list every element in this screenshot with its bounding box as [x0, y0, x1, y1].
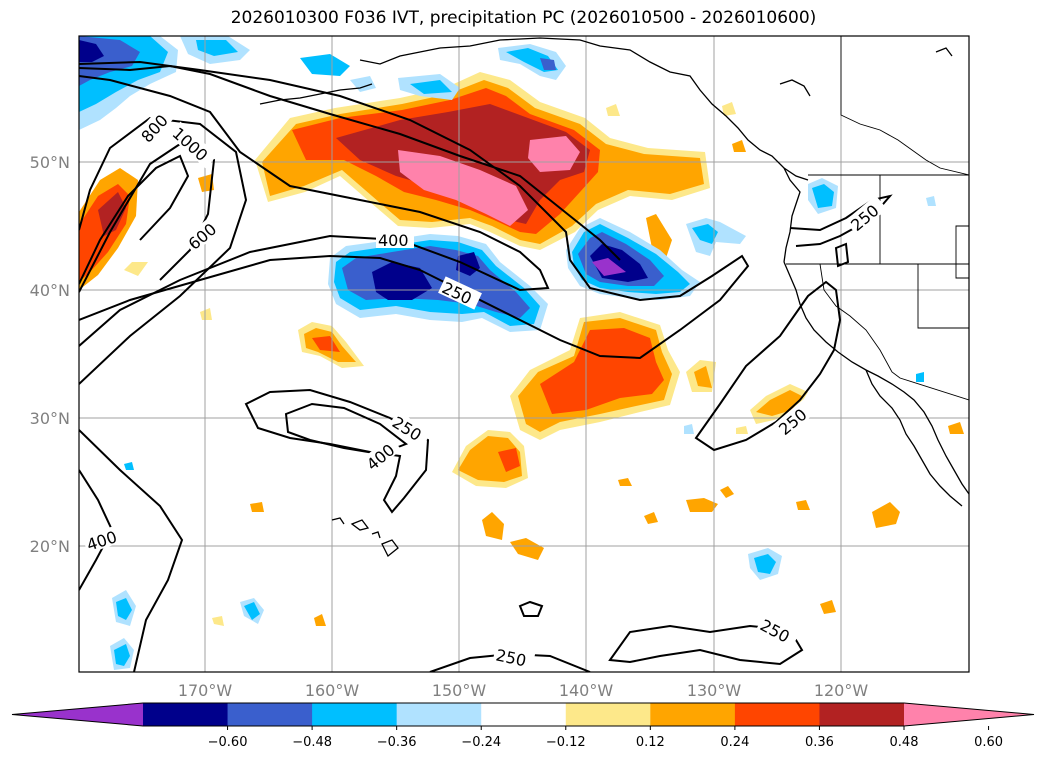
bc-coast: [783, 167, 801, 263]
contour-1000: [79, 154, 190, 285]
us-west-coast: [783, 261, 969, 495]
longitude-labels: 170°W 160°W 150°W 140°W 130°W 120°W: [178, 681, 869, 700]
borders: [786, 36, 969, 401]
colorbar-tick-label: 0.48: [890, 735, 919, 750]
colorbar-segment: [734, 703, 820, 726]
ivt-contours: [79, 60, 893, 672]
lon-label-140w: 140°W: [559, 681, 614, 700]
colorbar-segment: [143, 703, 229, 726]
colorbar-segment: [650, 703, 736, 726]
lat-label-40: 40°N: [30, 281, 70, 300]
lon-label-120w: 120°W: [814, 681, 869, 700]
lon-label-150w: 150°W: [432, 681, 487, 700]
colorbar-segment: [481, 703, 567, 726]
colorbar-tick-label: 0.36: [805, 735, 834, 750]
lat-label-50: 50°N: [30, 153, 70, 172]
colorbar-extension-high: [904, 703, 1034, 726]
colorbar-tick-label: −0.60: [208, 735, 248, 750]
colorbar-tick-label: −0.12: [546, 735, 586, 750]
colorbar-tick-label: 0.60: [974, 735, 1003, 750]
colorbar-segment: [396, 703, 482, 726]
colorbar-segment: [227, 703, 313, 726]
colorbar: −0.60 −0.48 −0.36 −0.24 −0.12 0.12 0.24 0.36 0.4…: [11, 702, 1035, 750]
contour-400: [79, 75, 550, 347]
lat-label-20: 20°N: [30, 537, 70, 556]
colorbar-segment: [312, 703, 398, 726]
map-title: 2026010300 F036 IVT, precipitation PC (2…: [230, 8, 817, 28]
colorbar-segment: [565, 703, 651, 726]
lon-label-160w: 160°W: [305, 681, 360, 700]
colorbar-tick-label: −0.24: [461, 735, 501, 750]
colorbar-outline: [11, 702, 1035, 727]
alaska-coast: [359, 37, 809, 181]
colorbar-tick-label: −0.48: [292, 735, 332, 750]
contour-250-east: [694, 280, 842, 452]
colorbar-tick-label: 0.12: [636, 735, 665, 750]
lon-label-170w: 170°W: [178, 681, 233, 700]
colorbar-tick-label: −0.36: [377, 735, 417, 750]
lat-label-30: 30°N: [30, 409, 70, 428]
colorbar-tick-label: 0.24: [720, 735, 749, 750]
coastlines: [259, 37, 969, 558]
contour-label: 400: [378, 231, 409, 250]
latitude-labels: 50°N 40°N 30°N 20°N: [30, 153, 70, 556]
map-frame: [78, 35, 970, 673]
contour-600: [79, 116, 248, 385]
baja-coast: [865, 369, 963, 507]
colorbar-segment: [819, 703, 905, 726]
contour-250-main: [79, 60, 750, 360]
lon-label-130w: 130°W: [687, 681, 742, 700]
colorbar-extension-low: [12, 703, 143, 726]
